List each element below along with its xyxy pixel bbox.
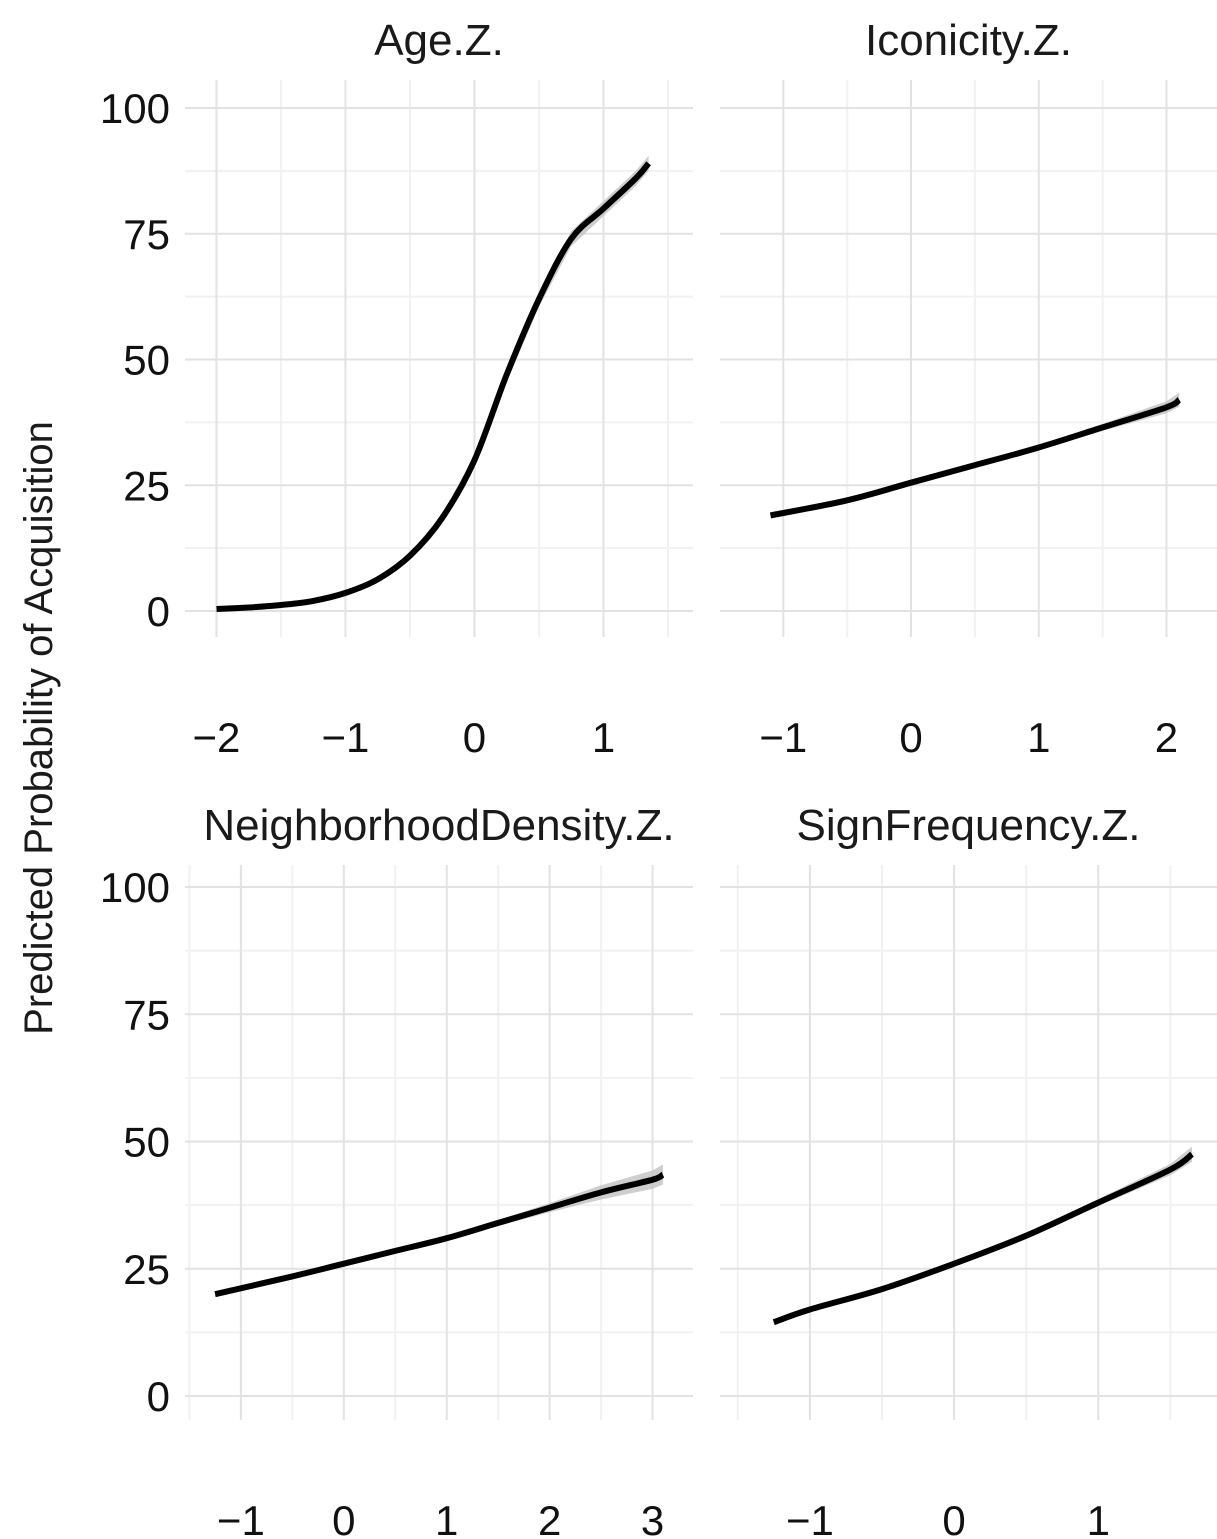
y-tick-label: 75 (123, 991, 170, 1038)
facet-title: Iconicity.Z. (865, 16, 1072, 65)
x-tick-label: 2 (1155, 714, 1178, 761)
facet-title: NeighborhoodDensity.Z. (203, 801, 674, 850)
predicted-curve (216, 161, 651, 612)
x-tick-label: 2 (538, 1497, 561, 1539)
x-tick-label: 0 (332, 1497, 355, 1539)
y-axis-title: Predicted Probability of Acquisition (17, 421, 61, 1035)
x-tick-label: 1 (1027, 714, 1050, 761)
x-tick-label: −1 (217, 1497, 265, 1539)
x-tick-label: 1 (592, 714, 615, 761)
facet-panel-1: Age.Z. 0 25 50 75 100 −2 −1 0 1 (100, 16, 693, 761)
y-tick-label: 0 (147, 1373, 170, 1420)
confidence-ribbon (216, 155, 649, 610)
predicted-curve (769, 397, 1182, 519)
y-tick-label: 25 (123, 1246, 170, 1293)
y-tick-label: 0 (147, 588, 170, 635)
x-tick-label: 0 (942, 1497, 965, 1539)
facet-panel-4: SignFrequency.Z. −1 0 1 (720, 801, 1217, 1539)
x-tick-label: 0 (899, 714, 922, 761)
x-tick-label: 1 (435, 1497, 458, 1539)
facet-title: SignFrequency.Z. (796, 801, 1140, 850)
y-tick-label: 50 (123, 1119, 170, 1166)
predicted-curve (772, 1151, 1194, 1326)
y-tick-label: 50 (123, 337, 170, 384)
y-tick-label: 100 (100, 85, 170, 132)
x-tick-label: −1 (786, 1497, 834, 1539)
y-tick-label: 75 (123, 211, 170, 258)
x-tick-label: −1 (759, 714, 807, 761)
y-tick-label: 100 (100, 864, 170, 911)
confidence-ribbon (773, 1146, 1192, 1325)
x-tick-label: −1 (322, 714, 370, 761)
x-tick-label: 1 (1087, 1497, 1110, 1539)
x-tick-label: −2 (193, 714, 241, 761)
x-tick-label: 0 (463, 714, 486, 761)
predicted-curve (214, 1171, 665, 1298)
facet-panel-3: NeighborhoodDensity.Z. 0 25 50 75 100 −1 0 1 2 3 (100, 801, 693, 1539)
facet-title: Age.Z. (374, 16, 504, 65)
facet-panel-2: Iconicity.Z. −1 0 1 2 (720, 16, 1217, 761)
x-tick-label: 3 (641, 1497, 664, 1539)
y-tick-label: 25 (123, 462, 170, 509)
